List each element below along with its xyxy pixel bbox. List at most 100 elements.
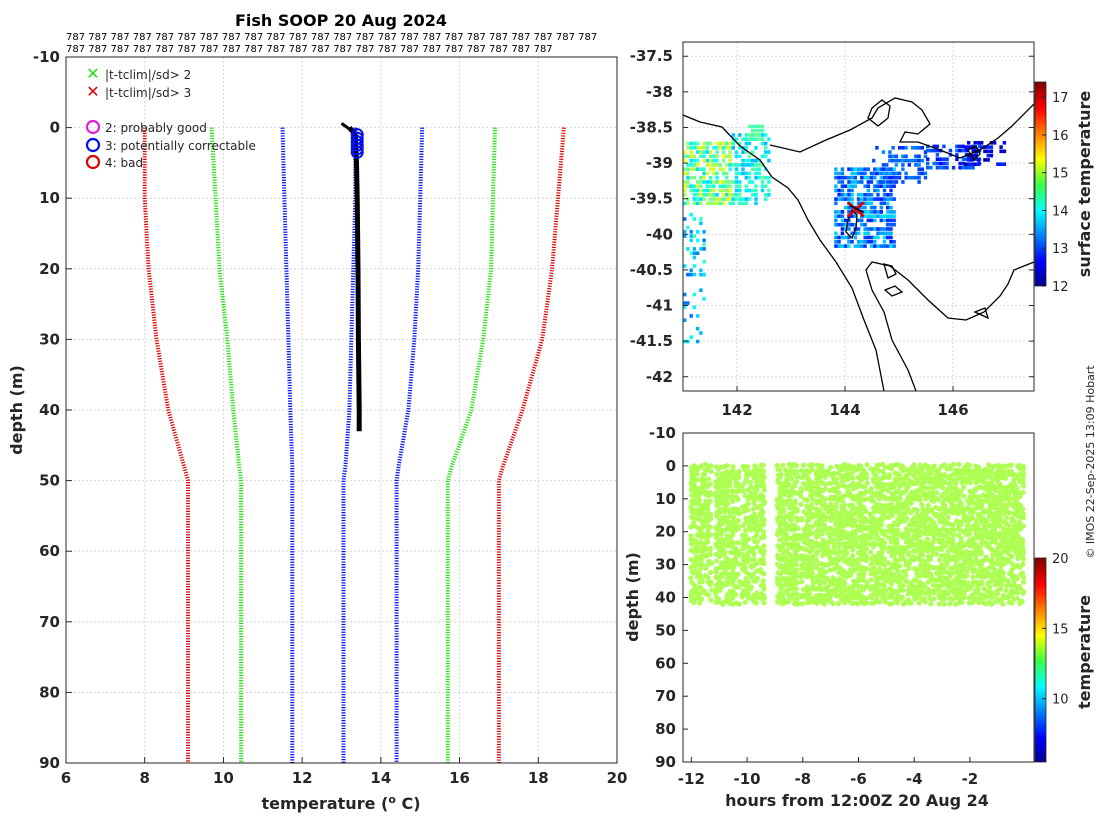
id-row-2: 787 787 787 787 787 787 787 787 787 787 … <box>66 44 553 55</box>
profile-ytick-label: 40 <box>39 401 60 419</box>
flagged-circle <box>350 145 364 159</box>
sst-pixel <box>847 184 851 188</box>
depth-point <box>716 599 722 605</box>
sst-pixel <box>964 165 969 170</box>
sst-pixel <box>725 180 729 184</box>
depth-point <box>941 581 947 587</box>
depth-point <box>751 500 757 506</box>
sst-pixel <box>860 175 864 180</box>
profile-y-ticks: -10 0 10 20 30 40 50 60 70 80 90 <box>33 48 72 772</box>
depth-point <box>986 496 992 503</box>
depth-point <box>927 475 934 481</box>
sst-pixel <box>683 234 687 238</box>
sst-pixel <box>692 251 697 255</box>
map-ytick-label: -41 <box>646 297 673 315</box>
depth-point <box>793 561 800 568</box>
sst-pixel <box>881 150 886 154</box>
sst-pixel <box>718 197 722 201</box>
sst-pixel <box>712 201 716 206</box>
depth-point <box>881 583 888 590</box>
sst-pixel <box>692 264 697 268</box>
depth-point <box>799 594 805 600</box>
sst-pixel <box>738 171 742 176</box>
sst-pixel <box>891 158 895 163</box>
depth-point <box>708 597 714 603</box>
sst-pixel <box>725 171 729 176</box>
sst-pixel <box>834 235 838 240</box>
depth-point <box>852 531 858 537</box>
sst-pixel <box>837 210 841 214</box>
sst-pixel <box>967 158 971 162</box>
sst-pixel <box>856 231 861 236</box>
depth-point <box>783 501 790 507</box>
depth-point <box>914 507 920 513</box>
sst-pixel <box>901 154 905 159</box>
depth-point <box>1014 590 1021 596</box>
depth-point <box>809 480 815 486</box>
sst-pixel <box>847 167 851 171</box>
depth-point <box>716 487 722 493</box>
sst-pixel <box>866 235 870 240</box>
sst-pixel <box>881 180 886 184</box>
sst-pixel <box>964 148 969 153</box>
depth-point <box>986 462 992 468</box>
sst-pixel <box>866 167 870 171</box>
depth-point <box>820 537 826 543</box>
sst-pixel <box>894 163 899 167</box>
sst-pixel <box>692 188 697 193</box>
depth-point <box>1006 557 1012 564</box>
sst-pixel <box>869 171 874 176</box>
depth-point <box>730 468 736 474</box>
depth-point <box>1015 595 1021 602</box>
depth-point <box>708 469 714 475</box>
sst-pixel <box>886 235 890 240</box>
sst-pixel <box>968 165 972 170</box>
depth-point <box>864 480 870 486</box>
depth-point <box>906 560 912 567</box>
sst-pixel <box>999 149 1003 154</box>
sst-pixel <box>757 128 761 133</box>
sst-pixel <box>751 128 755 133</box>
depth-point <box>1020 479 1026 485</box>
depth-point <box>786 598 792 605</box>
sst-pixel <box>708 193 713 197</box>
sst-pixel <box>882 193 887 197</box>
coastline <box>683 97 1034 391</box>
ship-track-line <box>849 204 865 214</box>
sst-pixel <box>889 214 893 218</box>
depth-point <box>798 501 804 507</box>
sst-pixel <box>942 157 946 161</box>
sst-pixel <box>689 335 693 339</box>
sst-pixel <box>747 175 752 180</box>
sst-pixel <box>843 227 848 231</box>
depth-point <box>746 536 752 542</box>
sst-pixel <box>725 146 729 150</box>
sst-pixel <box>738 163 742 167</box>
coastline-port-phillip <box>867 99 891 127</box>
depth-point <box>950 522 956 528</box>
sst-pixel <box>731 163 735 167</box>
sst-pixel <box>734 180 739 184</box>
depth-point <box>868 535 874 541</box>
sst-pixel <box>840 210 845 214</box>
sst-pixel <box>837 214 841 218</box>
sst-pixel <box>754 197 758 201</box>
sst-pixel <box>889 210 893 214</box>
depth-point <box>786 481 792 488</box>
depth-point <box>870 515 876 521</box>
depth-point <box>794 556 800 562</box>
sst-pixel <box>850 201 854 206</box>
sst-pixel <box>747 141 752 146</box>
depth-point <box>882 599 888 605</box>
depth-point <box>882 503 889 509</box>
sst-pixel <box>696 180 700 184</box>
depth-point <box>992 526 998 532</box>
depth-point <box>885 488 892 494</box>
sst-pixel <box>696 193 700 197</box>
depth-point <box>754 590 760 596</box>
depth-point <box>978 581 984 587</box>
sst-pixel <box>712 184 716 188</box>
sst-pixel <box>696 197 700 201</box>
depth-point <box>874 531 880 538</box>
sst-pixel <box>728 184 732 188</box>
